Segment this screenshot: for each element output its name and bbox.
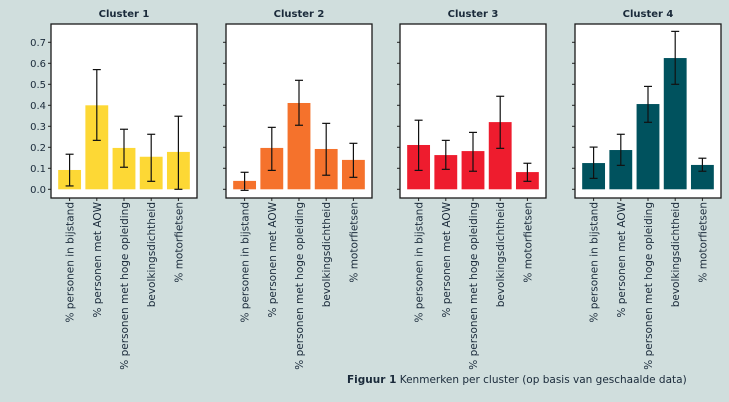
figure-caption-text: Kenmerken per cluster (op basis van gesc… <box>399 374 687 386</box>
y-tick-label: 0.6 <box>30 59 46 70</box>
y-tick-label: 0.4 <box>30 101 46 112</box>
x-tick-label: % motorfietsen <box>522 202 534 283</box>
x-tick-label: % personen in bijstand <box>589 202 601 323</box>
x-tick-label: % personen met AOW <box>441 201 453 317</box>
plot-frame <box>225 23 373 199</box>
panel-title: Cluster 1 <box>99 9 150 20</box>
bar <box>112 147 136 190</box>
x-tick-label: bevolkingsdichtheid <box>495 202 507 307</box>
panel-cluster-3: Cluster 3 % personen in bijstand % persone… <box>397 9 547 370</box>
panel-title: Cluster 3 <box>448 9 499 20</box>
plot-frame <box>50 23 198 199</box>
figure-label: Figuur 1 <box>347 374 397 386</box>
panel-cluster-4: Cluster 4 % personen in bijstand % persone… <box>572 9 722 370</box>
bar <box>287 102 311 190</box>
x-tick-label: % personen in bijstand <box>65 202 77 323</box>
x-tick-label: % personen met AOW <box>92 201 104 317</box>
x-tick-label: % personen met hoge opleiding <box>468 202 480 370</box>
bar <box>663 58 687 190</box>
plot-frame <box>574 23 722 199</box>
y-tick-label: 0.7 <box>30 38 46 49</box>
y-tick-label: 0.2 <box>30 143 46 154</box>
x-tick-label: % motorfietsen <box>348 202 360 283</box>
x-tick-label: % personen met AOW <box>616 201 628 317</box>
x-tick-label: bevolkingsdichtheid <box>146 202 158 307</box>
y-tick-label: 0.3 <box>30 122 46 133</box>
panel-cluster-2: Cluster 2 % personen in bijstand % persone… <box>223 9 373 370</box>
plot-frame <box>399 23 547 199</box>
x-tick-label: % personen in bijstand <box>414 202 426 323</box>
bar <box>434 155 458 190</box>
x-tick-label: % motorfietsen <box>697 202 709 283</box>
x-tick-label: % personen met hoge opleiding <box>119 202 131 370</box>
x-tick-label: % personen met hoge opleiding <box>643 202 655 370</box>
bar <box>488 122 512 190</box>
bar <box>690 164 714 190</box>
x-tick-label: % personen met AOW <box>267 201 279 317</box>
x-tick-label: % personen in bijstand <box>240 202 252 323</box>
x-tick-label: bevolkingsdichtheid <box>321 202 333 307</box>
y-tick-label: 0.5 <box>30 80 46 91</box>
y-tick-label: 0.1 <box>30 164 46 175</box>
figure-caption: Figuur 1 Kenmerken per cluster (op basis… <box>347 374 687 386</box>
panel-cluster-1: Cluster 1 0.0 0.1 0.2 0.3 0.4 0.5 0.6 0.7 % perso… <box>30 9 198 370</box>
x-tick-label: bevolkingsdichtheid <box>670 202 682 307</box>
bar <box>609 150 633 190</box>
bar <box>85 105 109 190</box>
y-tick-label: 0.0 <box>30 185 46 196</box>
x-tick-label: % motorfietsen <box>173 202 185 283</box>
bar <box>636 104 660 190</box>
panel-title: Cluster 2 <box>274 9 325 20</box>
cluster-bar-charts: Cluster 1 0.0 0.1 0.2 0.3 0.4 0.5 0.6 0.7 % perso… <box>30 9 722 370</box>
x-tick-label: % personen met hoge opleiding <box>294 202 306 370</box>
panel-title: Cluster 4 <box>623 9 674 20</box>
